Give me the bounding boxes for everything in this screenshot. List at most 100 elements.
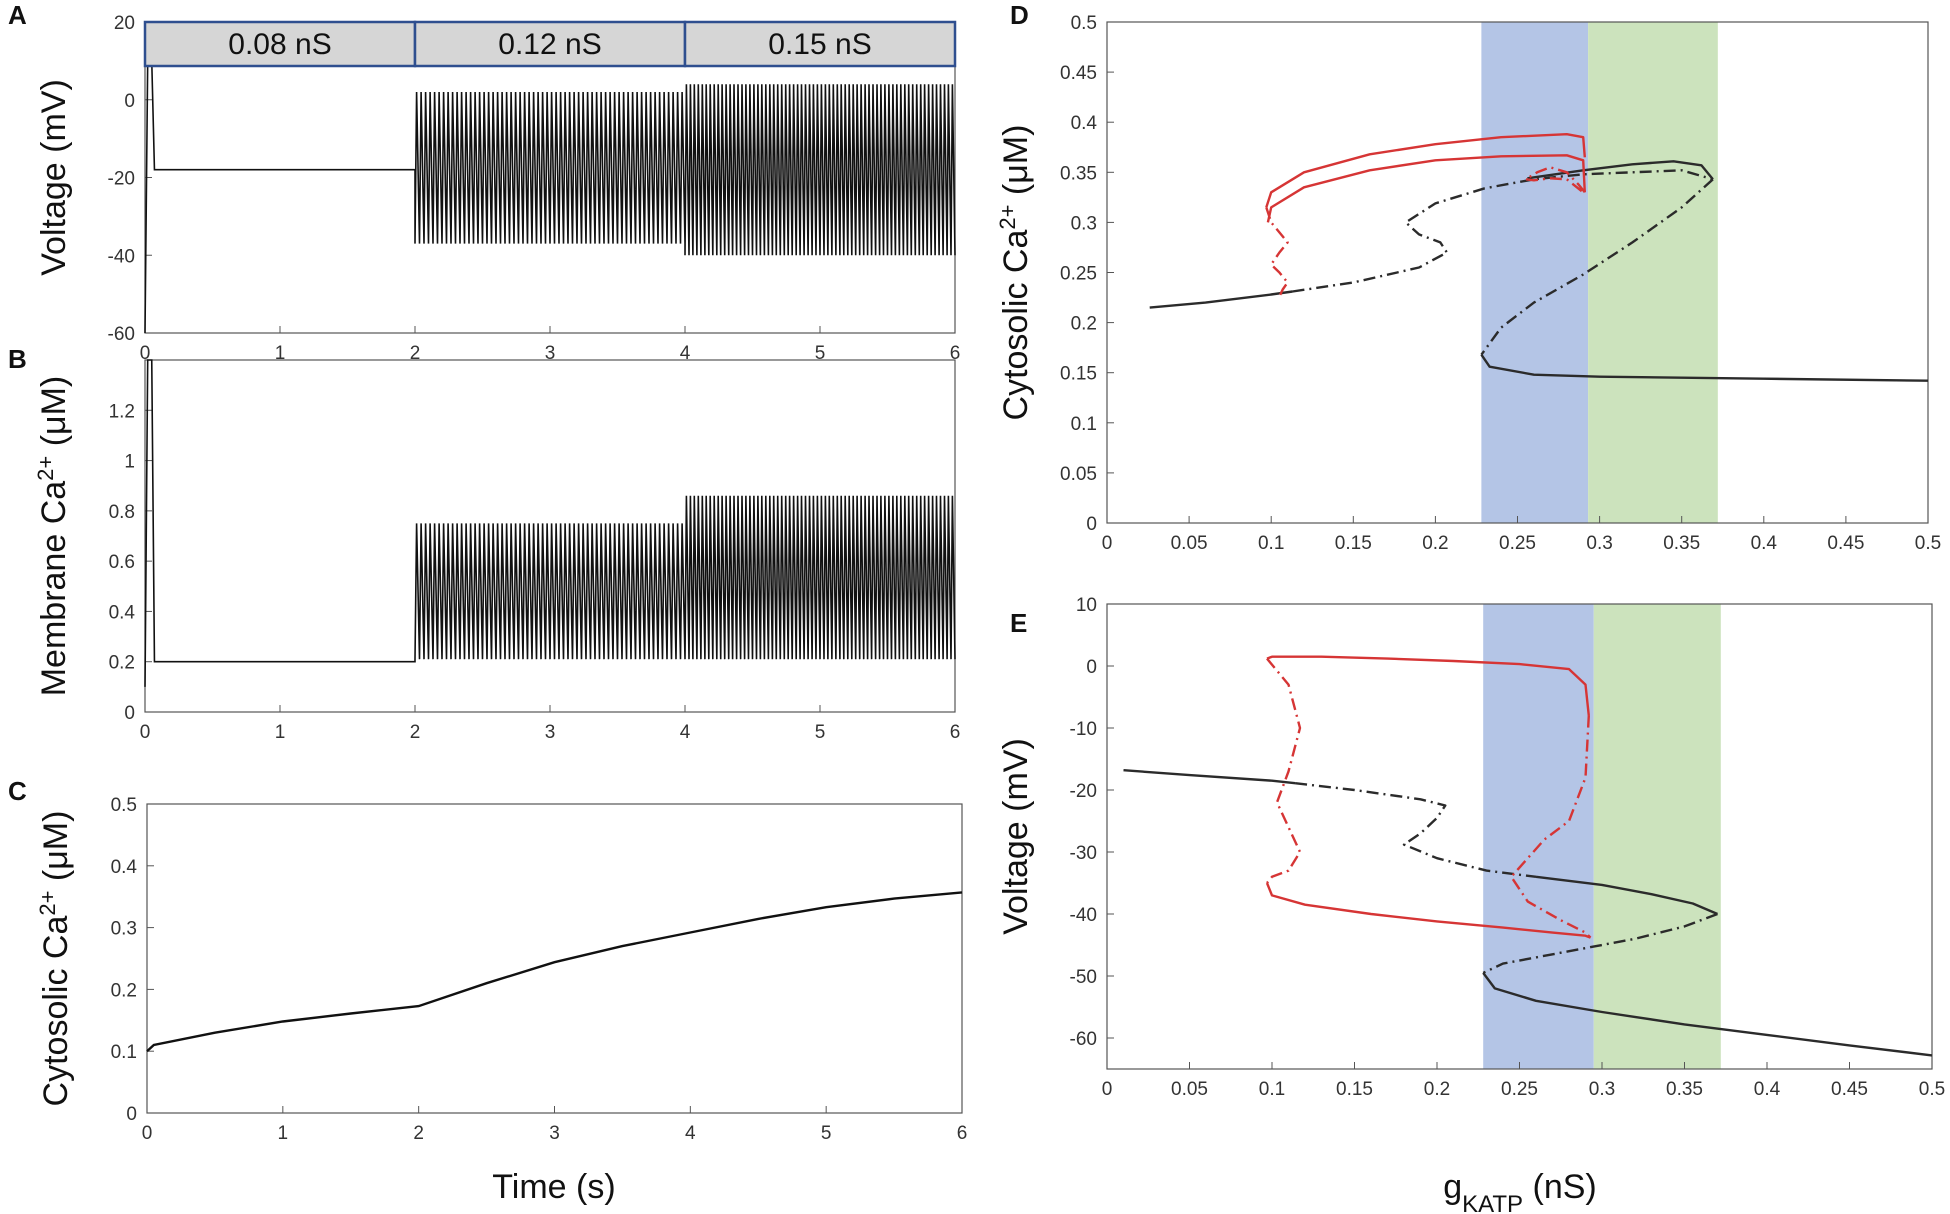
x-tick-label: 0.1: [1258, 533, 1284, 554]
x-tick-label: 0.15: [1336, 1079, 1373, 1100]
shared-xlabel-gkatp: gKATP (nS): [1443, 1168, 1597, 1214]
x-tick-label: 0.45: [1827, 533, 1864, 554]
x-tick-label: 4: [685, 1123, 696, 1144]
panel-C-frame: [146, 803, 963, 1114]
x-tick-label: 0.3: [1589, 1079, 1615, 1100]
panel-A-ylabel: Voltage (mV): [35, 79, 73, 276]
x-tick-label: 5: [815, 722, 826, 743]
x-tick-label: 5: [821, 1123, 832, 1144]
y-tick-label: -40: [108, 246, 135, 267]
ylabel-superscript: 2+: [995, 205, 1020, 230]
ylabel-superscript: 2+: [35, 891, 60, 916]
x-tick-label: 0.35: [1663, 533, 1700, 554]
x-tick-label: 0.15: [1335, 533, 1372, 554]
x-tick-label: 0: [1102, 1079, 1113, 1100]
conductance-label: 0.12 nS: [498, 28, 601, 61]
y-tick-label: 0.2: [111, 980, 137, 1001]
x-tick-label: 3: [545, 722, 556, 743]
x-tick-label: 6: [950, 722, 961, 743]
panel-D-ylabel: Cytosolic Ca2+ (μM): [995, 125, 1036, 421]
ylabel-text: Voltage (mV): [35, 79, 73, 276]
y-tick-label: -50: [1070, 967, 1097, 988]
branch-red-solid: [1265, 882, 1591, 939]
conductance-box: [143, 20, 417, 68]
branch-black-solid: [1482, 972, 1933, 1057]
band-green: [1588, 22, 1718, 523]
x-tick-label: 1: [275, 343, 286, 364]
panel-D-axes: 0 0.05 0.1 0.15 0.2 0.25 0.3 0.35 0.4 0.45 0.5 0 0.0…: [995, 13, 1942, 554]
ylabel-unit: (μM): [35, 376, 73, 456]
y-tick-label: 0.1: [111, 1042, 137, 1063]
branch-black-dashdot: [1482, 912, 1718, 974]
panel-A-axes: 0 1 2 3 4 5 6 -60 -40 -20 0 20 Voltage (mV): [35, 13, 960, 364]
ylabel-text: Cytosolic Ca: [997, 230, 1035, 421]
branch-black-solid: [1123, 769, 1296, 785]
x-tick-label: 0: [140, 722, 151, 743]
branch-red-solid: [1265, 133, 1586, 208]
x-tick-label: 4: [680, 343, 691, 364]
conductance-box: [683, 20, 957, 68]
panel-B-ylabel: Membrane Ca2+ (μM): [33, 376, 74, 697]
branch-black-solid: [1527, 160, 1714, 181]
y-tick-label: 0.35: [1060, 163, 1097, 184]
band-blue: [1483, 604, 1594, 1069]
y-tick-label: -40: [1070, 905, 1097, 926]
band-green: [1593, 604, 1721, 1069]
x-tick-label: 0.05: [1171, 1079, 1208, 1100]
x-tick-label: 0.2: [1424, 1079, 1450, 1100]
branch-red-solid: [1266, 655, 1590, 716]
x-tick-label: 0.2: [1422, 533, 1448, 554]
panel-C-axes: 0 1 2 3 4 5 6 0 0.1 0.2 0.3 0.4 0.5 Cytosolic Ca2+ (μ…: [35, 795, 968, 1144]
x-tick-label: 0.4: [1751, 533, 1778, 554]
y-tick-label: 0: [1086, 657, 1097, 678]
branch-black-solid: [1149, 290, 1293, 309]
panel-C-ylabel: Cytosolic Ca2+ (μM): [35, 811, 76, 1107]
x-tick-label: 0.3: [1586, 533, 1612, 554]
xlabel-unit: (nS): [1523, 1168, 1597, 1206]
panel-letter: B: [8, 344, 27, 374]
shared-xlabel-time: Time (s): [492, 1168, 615, 1206]
panel-E-ylabel: Voltage (mV): [997, 738, 1035, 935]
y-tick-label: 0.05: [1060, 464, 1097, 485]
y-tick-label: 0.15: [1060, 364, 1097, 385]
panel-B-trace: [144, 359, 956, 687]
conductance-label: 0.15 nS: [768, 28, 871, 61]
panel-B-axes: 0 1 2 3 4 5 6 0 0.2 0.4 0.6 0.8 1 1.2 Membrane Ca2+ (μ…: [33, 359, 961, 743]
y-tick-label: 0.5: [111, 795, 137, 816]
x-tick-label: 0.1: [1259, 1079, 1285, 1100]
ylabel-unit: (μM): [37, 811, 75, 891]
branch-red-dashdot: [1510, 715, 1592, 939]
x-tick-label: 2: [413, 1123, 424, 1144]
branch-red-dashdot: [1266, 657, 1302, 884]
x-tick-label: 3: [545, 343, 556, 364]
ylabel-text: Voltage (mV): [997, 738, 1035, 935]
y-tick-label: 10: [1076, 595, 1097, 616]
y-tick-label: -20: [108, 169, 135, 190]
x-tick-label: 6: [957, 1123, 968, 1144]
branch-red-dashdot: [1265, 207, 1289, 298]
panel-letter: D: [1010, 0, 1029, 30]
branch-black-dashdot: [1292, 169, 1714, 293]
ylabel-unit: (μM): [997, 125, 1035, 205]
y-tick-label: 0.2: [1071, 314, 1097, 335]
y-tick-label: 0: [1086, 514, 1097, 535]
panel-letter: A: [8, 0, 27, 30]
y-tick-label: -60: [108, 324, 135, 345]
branch-black-dashdot: [1480, 178, 1714, 356]
y-tick-label: 1: [124, 452, 135, 473]
x-tick-label: 0.25: [1501, 1079, 1538, 1100]
y-tick-label: 0.45: [1060, 63, 1097, 84]
conductance-label: 0.08 nS: [228, 28, 331, 61]
panel-A-trace: [144, 60, 956, 334]
y-tick-label: 0: [124, 91, 135, 112]
y-tick-label: 0.2: [109, 653, 135, 674]
x-tick-label: 0: [140, 343, 151, 364]
y-tick-label: 0.4: [109, 602, 136, 623]
x-tick-label: 0.35: [1666, 1079, 1703, 1100]
x-tick-label: 6: [950, 343, 961, 364]
x-tick-label: 0.4: [1754, 1079, 1781, 1100]
ylabel-text: Cytosolic Ca: [37, 916, 75, 1107]
x-tick-label: 0.5: [1915, 533, 1941, 554]
y-tick-label: 0: [124, 703, 135, 724]
